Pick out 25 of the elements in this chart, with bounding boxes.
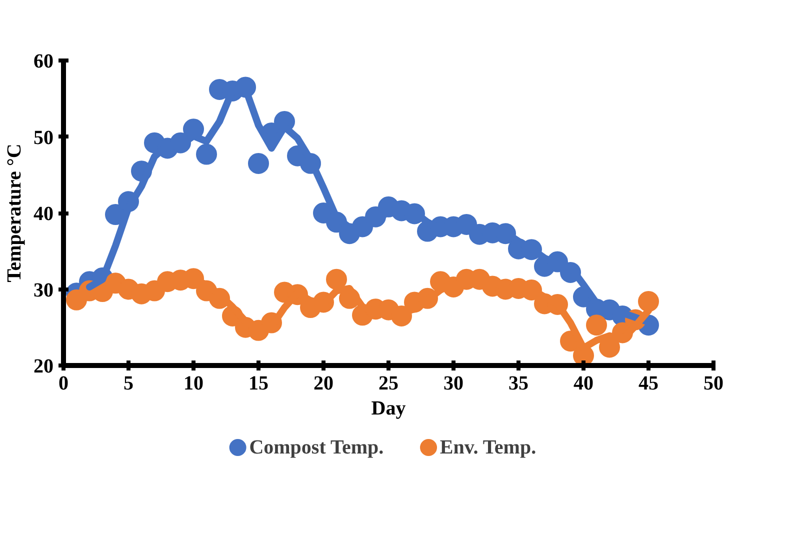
y-tick-label: 40	[34, 203, 54, 225]
x-tick-label: 35	[508, 372, 528, 394]
x-tick-label: 30	[444, 372, 464, 394]
point	[638, 290, 659, 312]
point	[248, 152, 269, 174]
y-tick-label: 60	[34, 50, 54, 72]
x-axis-title: Day	[371, 398, 406, 420]
x-tick-label: 15	[248, 372, 268, 394]
x-tick-label: 50	[704, 372, 724, 394]
y-tick-label: 50	[34, 126, 54, 149]
point	[326, 268, 347, 290]
x-tick-label: 25	[378, 372, 398, 394]
x-tick-label: 10	[184, 372, 204, 394]
point	[196, 144, 217, 165]
x-tick-label: 5	[124, 372, 134, 394]
y-tick-label: 30	[34, 279, 54, 302]
y-axis-title: Temperature °C	[4, 144, 26, 282]
x-tick-label: 45	[638, 372, 658, 394]
point	[586, 314, 607, 336]
y-tick-label: 20	[34, 356, 54, 378]
x-tick-label: 20	[314, 372, 334, 394]
legend-label: Env. Temp.	[440, 436, 536, 458]
x-tick-label: 0	[58, 372, 68, 394]
legend-label: Compost Temp.	[249, 436, 384, 458]
x-tick-label: 40	[574, 372, 594, 394]
